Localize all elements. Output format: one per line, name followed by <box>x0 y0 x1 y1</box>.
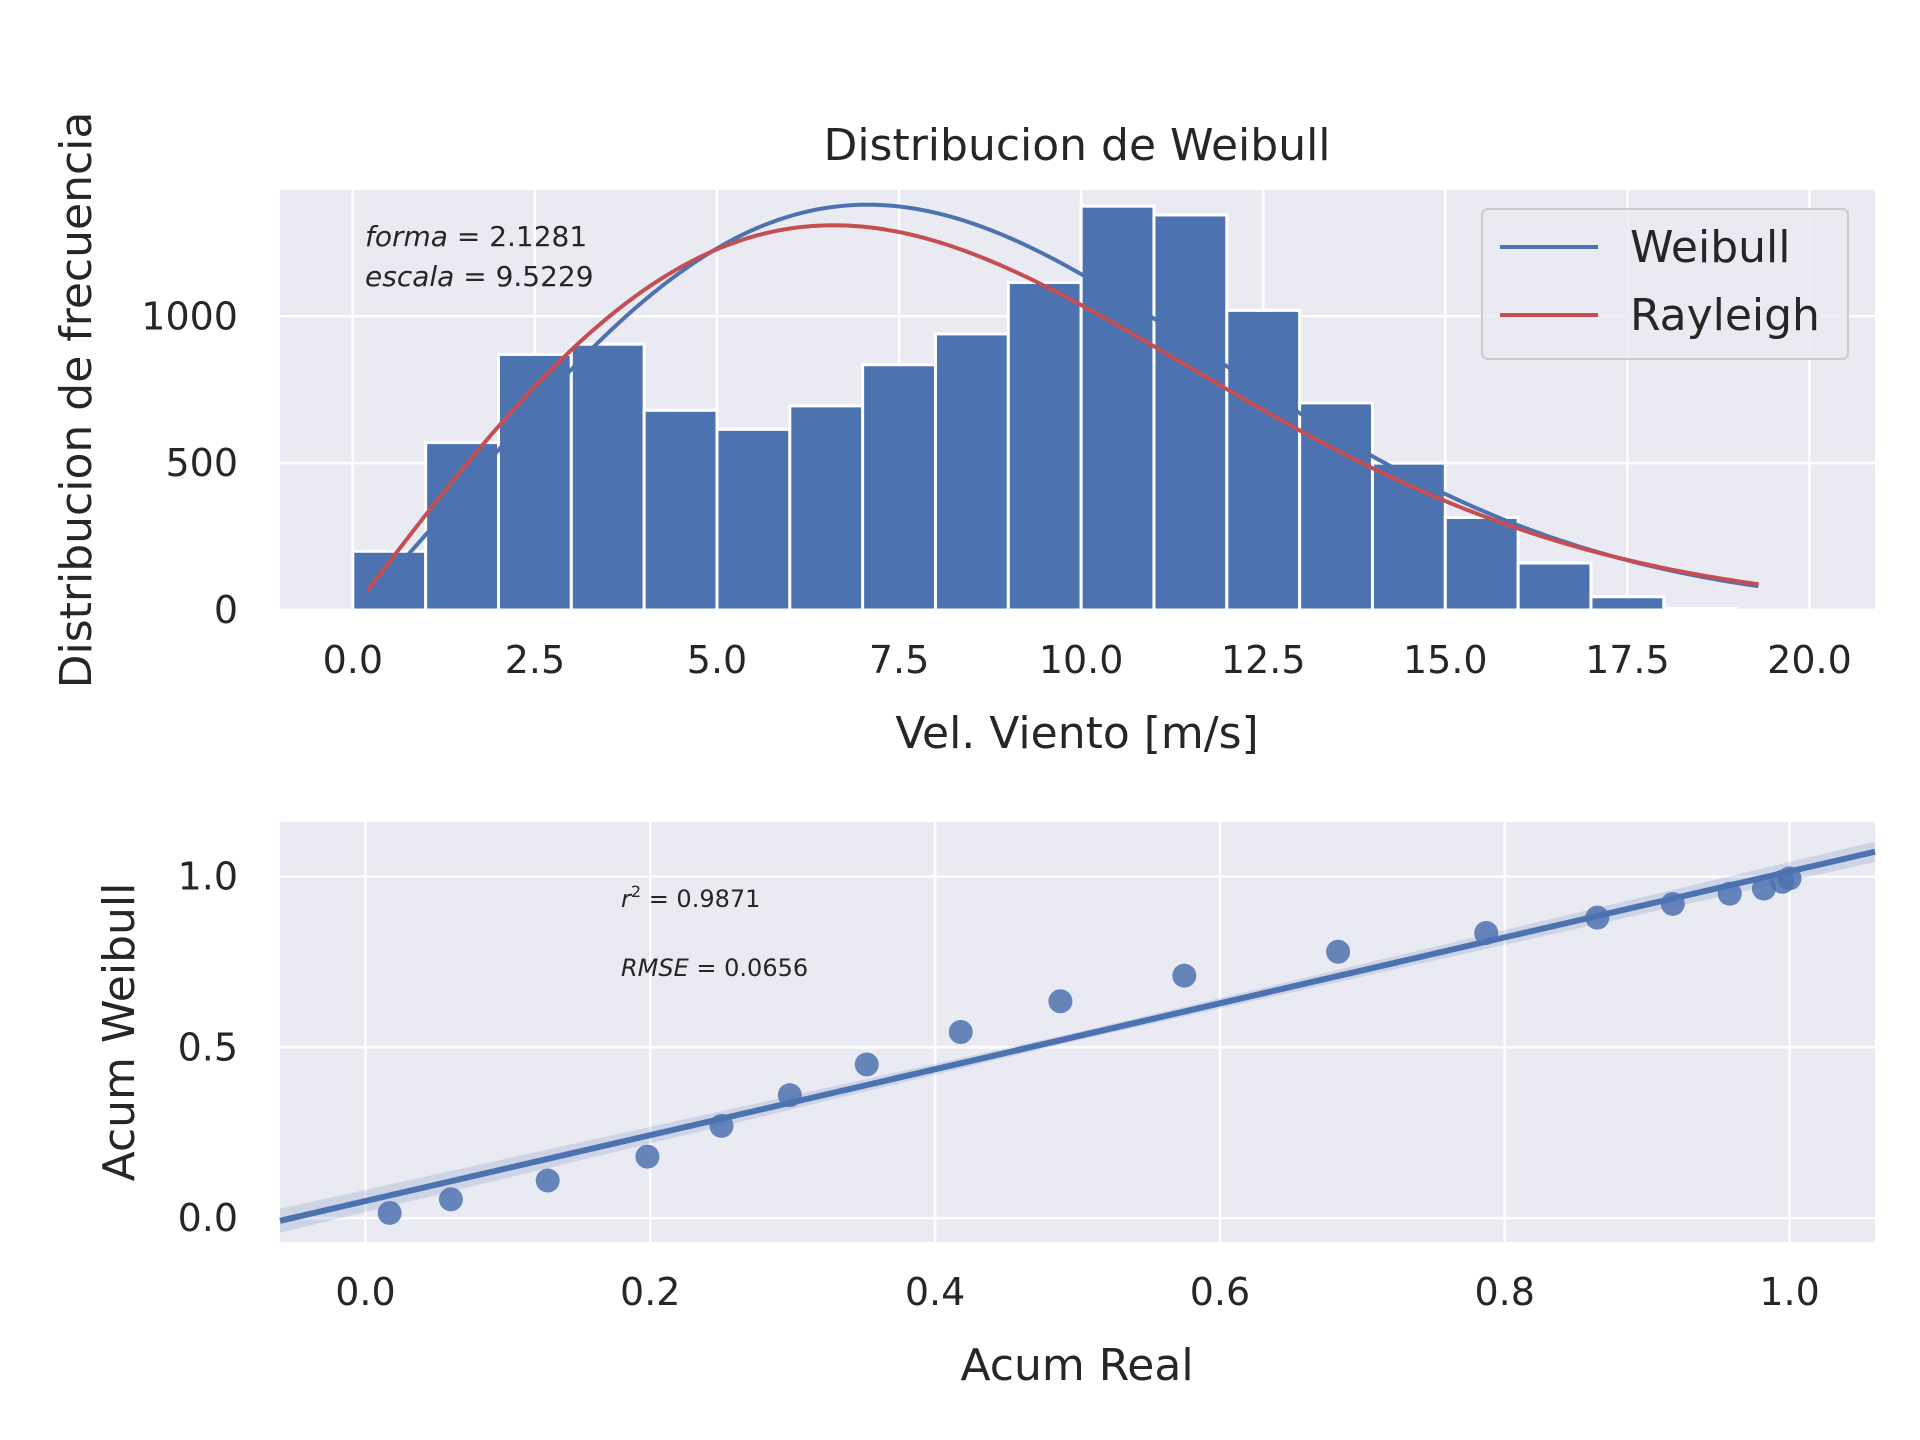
scatter-y-tick-labels: 0.0 0.5 1.0 <box>178 855 238 1240</box>
scatter-panel: 0.0 0.2 0.4 0.6 0.8 1.0 0.0 0.5 1.0 Acum Real A… <box>94 822 1876 1391</box>
histogram-bar <box>1006 281 1083 612</box>
scatter-point <box>1717 881 1742 906</box>
distribution-curves <box>365 202 1759 600</box>
histogram-x-tick: 15.0 <box>1403 638 1488 682</box>
scatter-point <box>377 1200 402 1225</box>
histogram-bar <box>1662 607 1739 612</box>
scatter-point <box>1474 920 1499 945</box>
scatter-point <box>1326 939 1351 964</box>
scatter-x-tick: 0.8 <box>1475 1270 1535 1314</box>
scatter-x-tick-labels: 0.0 0.2 0.4 0.6 0.8 1.0 <box>335 1270 1820 1314</box>
scatter-grid <box>280 822 1875 1242</box>
scatter-point <box>1660 891 1685 916</box>
legend-label-rayleigh: Rayleigh <box>1630 290 1820 341</box>
histogram-x-tick: 2.5 <box>505 638 565 682</box>
histogram-bar <box>1152 213 1229 612</box>
histogram-x-tick: 0.0 <box>323 638 383 682</box>
scatter-point <box>709 1113 734 1138</box>
regression-line-path <box>279 848 1876 1224</box>
rmse-value: = 0.0656 <box>689 954 808 982</box>
scatter-point <box>635 1144 660 1169</box>
rmse-annotation: RMSE = 0.0656 <box>621 954 808 982</box>
scatter-y-tick: 0.0 <box>178 1196 238 1240</box>
histogram-x-tick-labels: 0.0 2.5 5.0 7.5 10.0 12.5 15.0 17.5 20.0 <box>323 638 1852 682</box>
histogram-bar <box>788 404 865 612</box>
escala-annotation: escala = 9.5229 <box>365 260 594 293</box>
histogram-bar <box>1079 204 1156 612</box>
scatter-plot-area <box>280 822 1875 1242</box>
rayleigh-curve <box>365 223 1759 592</box>
forma-annotation: forma = 2.1281 <box>365 220 587 253</box>
scatter-point <box>535 1168 560 1193</box>
scatter-y-tick: 0.5 <box>178 1025 238 1069</box>
scatter-x-axis-label: Acum Real <box>960 1340 1193 1391</box>
histogram-bar <box>1589 595 1666 612</box>
histogram-bar <box>1443 515 1520 612</box>
scatter-x-tick: 1.0 <box>1759 1270 1819 1314</box>
r2-label: r <box>621 885 633 913</box>
scatter-y-tick: 1.0 <box>178 855 238 899</box>
histogram-bar <box>496 352 573 612</box>
scatter-x-tick: 0.4 <box>905 1270 965 1314</box>
histogram-bar <box>933 332 1010 612</box>
histogram-title: Distribucion de Weibull <box>823 120 1330 171</box>
rmse-label: RMSE <box>621 954 690 982</box>
escala-label: escala <box>365 260 454 293</box>
histogram-x-tick: 7.5 <box>869 638 929 682</box>
scatter-point <box>438 1187 463 1212</box>
scatter-point <box>948 1020 973 1044</box>
legend: Weibull Rayleigh <box>1481 208 1849 360</box>
histogram-y-axis-label: Distribucion de frecuencia <box>51 112 102 689</box>
scatter-point <box>1777 866 1802 891</box>
scatter-points <box>377 866 1802 1225</box>
histogram-y-tick: 500 <box>165 441 238 485</box>
scatter-x-tick: 0.6 <box>1190 1270 1250 1314</box>
scatter-x-tick: 0.2 <box>620 1270 680 1314</box>
histogram-x-tick: 10.0 <box>1039 638 1124 682</box>
scatter-y-axis-label: Acum Weibull <box>94 883 145 1182</box>
r2-superscript: 2 <box>631 882 641 901</box>
histogram-bars <box>351 204 1739 612</box>
histogram-x-tick: 20.0 <box>1767 638 1852 682</box>
forma-label: forma <box>365 220 448 253</box>
scatter-point <box>1172 963 1197 988</box>
weibull-curve <box>365 202 1759 600</box>
legend-label-weibull: Weibull <box>1630 222 1791 273</box>
escala-value: = 9.5229 <box>454 260 593 293</box>
histogram-y-tick: 0 <box>214 588 238 632</box>
histogram-bar <box>642 408 719 612</box>
r2-value: = 0.9871 <box>641 885 760 913</box>
r2-annotation: r2 = 0.9871 <box>621 882 760 913</box>
scatter-point <box>777 1083 802 1108</box>
scatter-point <box>854 1052 879 1077</box>
scatter-point <box>1048 989 1073 1014</box>
forma-value: = 2.1281 <box>448 220 587 253</box>
scatter-point <box>1585 905 1610 930</box>
histogram-y-tick: 1000 <box>141 294 238 338</box>
histogram-y-tick-labels: 0 500 1000 <box>141 294 238 632</box>
histogram-bar <box>1516 561 1593 612</box>
histogram-x-tick: 5.0 <box>687 638 747 682</box>
histogram-x-tick: 17.5 <box>1585 638 1670 682</box>
scatter-x-tick: 0.0 <box>335 1270 395 1314</box>
scatter-point <box>1751 876 1776 901</box>
histogram-x-tick: 12.5 <box>1221 638 1306 682</box>
histogram-x-axis-label: Vel. Viento [m/s] <box>895 708 1258 759</box>
histogram-bar <box>569 342 646 612</box>
histogram-bar <box>715 427 792 612</box>
histogram-panel: 0.0 2.5 5.0 7.5 10.0 12.5 15.0 17.5 20.0 0 500 100… <box>51 112 1875 759</box>
histogram-bar <box>1225 308 1302 612</box>
histogram-bar <box>861 363 937 612</box>
